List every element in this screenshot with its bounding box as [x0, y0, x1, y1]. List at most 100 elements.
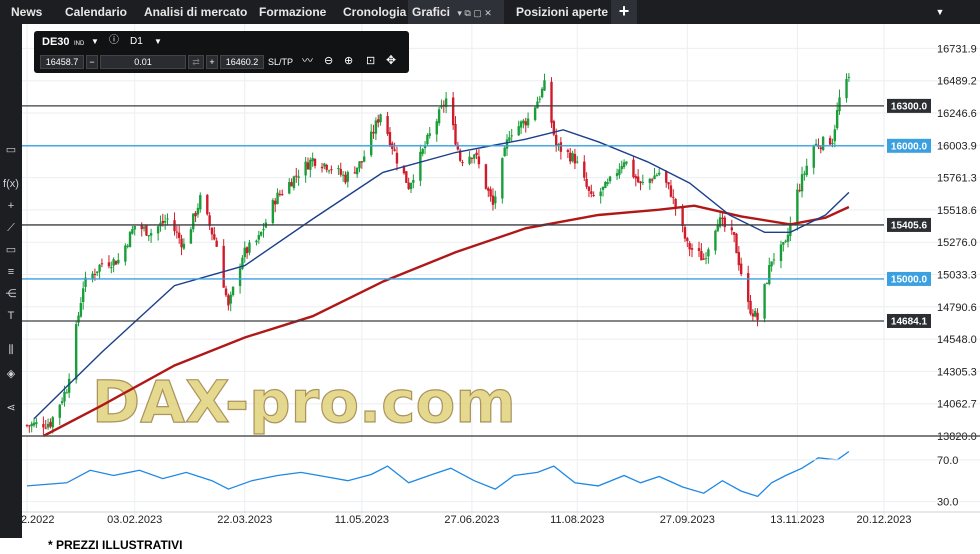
candle-body	[407, 182, 410, 190]
symbol-dropdown-icon[interactable]: ▼	[91, 37, 99, 46]
candle-body	[604, 181, 607, 189]
text-tool-icon[interactable]: T	[7, 310, 15, 322]
tab-calendario[interactable]: Calendario	[65, 5, 128, 19]
tab-cronologia[interactable]: Cronologia	[343, 5, 407, 19]
candle-body	[461, 162, 464, 164]
zoom-in-icon[interactable]: ⊕	[344, 55, 354, 67]
chart-type-icon[interactable]: ▭	[5, 144, 17, 156]
candle-body	[456, 144, 460, 150]
candle-body	[484, 164, 488, 189]
crosshair-tool-label: +	[7, 200, 15, 212]
layers-icon[interactable]: ◈	[6, 368, 16, 380]
tab-formazione[interactable]: Formazione	[259, 5, 327, 19]
candle-body	[554, 135, 558, 146]
window-menu-caret-icon[interactable]: ▼	[935, 7, 945, 17]
candle-body	[42, 424, 45, 428]
candles-settings-icon[interactable]: ⫼	[8, 344, 14, 356]
candle-body	[304, 161, 307, 176]
timeframe-selector[interactable]: D1	[130, 36, 143, 47]
illustrative-prices-footnote: * PREZZI ILLUSTRATIVI	[48, 538, 183, 552]
indicator-function-icon[interactable]: f(x)	[2, 176, 20, 192]
level-label-bg	[887, 217, 931, 232]
candle-body	[828, 138, 832, 145]
swap-icon[interactable]: ⇄	[188, 55, 204, 69]
candle-body	[782, 242, 785, 245]
candle-body	[227, 295, 230, 306]
level-label-text: 15000.0	[891, 274, 928, 285]
tab-grafici[interactable]: Grafici ▾ ⧉ ▢ ✕	[408, 0, 504, 24]
quantity-minus-button[interactable]: −	[86, 55, 98, 69]
share-icon[interactable]: ⋖	[6, 402, 16, 414]
chart-area[interactable]: DAX-pro.com 16300.0 16000.0 15405.6 15000.0 1…	[22, 24, 980, 538]
candle-body	[25, 425, 29, 427]
candle-body	[173, 220, 176, 232]
tab-posizioni-aperte-label: Posizioni aperte	[516, 5, 609, 19]
y-tick-label: 15518.6	[937, 205, 977, 217]
candle-body	[674, 198, 677, 209]
candle-body	[182, 243, 186, 249]
candle-body	[224, 288, 228, 296]
tab-posizioni-aperte[interactable]: Posizioni aperte	[516, 0, 608, 24]
candle-body	[325, 164, 328, 170]
candle-body	[210, 227, 214, 235]
candle-body	[557, 143, 560, 145]
tab-grafici-controls[interactable]: ▾ ⧉ ▢ ✕	[457, 8, 492, 18]
trend-icon[interactable]: 〰	[302, 55, 313, 67]
candle-body	[259, 231, 263, 236]
candle-body	[339, 168, 342, 175]
candle-body	[124, 245, 127, 262]
move-icon[interactable]: ✥	[386, 53, 397, 67]
add-tab-button[interactable]: +	[611, 0, 637, 24]
candle-body	[526, 118, 530, 126]
tab-analisi-di-mercato[interactable]: Analisi di mercato	[144, 5, 248, 19]
line-tool-icon[interactable]: ⟋	[7, 222, 15, 234]
x-tick-label: 13.11.2023	[770, 514, 824, 526]
candle-body	[721, 217, 724, 219]
candle-body	[749, 300, 752, 314]
candle-body	[142, 226, 146, 229]
ask-price[interactable]: 16460.2	[220, 55, 264, 69]
candle-body	[735, 233, 738, 254]
quantity-plus-button[interactable]: +	[206, 55, 218, 69]
candle-body	[559, 142, 563, 152]
crosshair-tool-icon[interactable]: +	[2, 198, 20, 214]
candle-body	[112, 259, 115, 266]
candle-body	[510, 135, 513, 137]
tab-news[interactable]: News	[11, 5, 43, 19]
candle-body	[477, 156, 481, 165]
fibonacci-tool-icon[interactable]: ≡	[7, 266, 15, 278]
price-chart[interactable]: DAX-pro.com 16300.0 16000.0 15405.6 15000.0 1…	[22, 24, 980, 538]
timeframe-dropdown-icon[interactable]: ▼	[154, 37, 162, 46]
candle-body	[421, 149, 424, 154]
candle-body	[821, 136, 825, 150]
candle-body	[147, 235, 150, 237]
info-icon[interactable]: ⓘ	[109, 35, 119, 46]
pitchfork-tool-icon[interactable]: ⋲	[5, 288, 17, 300]
y-tick-label: 14548.0	[937, 334, 977, 346]
candle-body	[665, 170, 668, 183]
rectangle-tool-icon[interactable]: ▭	[5, 244, 17, 256]
candle-body	[501, 158, 504, 199]
candle-body	[395, 152, 399, 164]
candle-body	[93, 274, 97, 276]
bid-price[interactable]: 16458.7	[40, 55, 84, 69]
sltp-button[interactable]: SL/TP	[268, 57, 294, 67]
candle-body	[44, 427, 47, 429]
candle-body	[309, 159, 312, 170]
candle-body	[238, 268, 242, 286]
ticker-symbol[interactable]: DE30	[42, 36, 70, 48]
candle-body	[241, 257, 244, 269]
candle-body	[641, 181, 645, 183]
candle-body	[245, 247, 249, 254]
candle-body	[107, 262, 111, 267]
zoom-out-icon[interactable]: ⊖	[324, 55, 334, 67]
zoom-fit-icon[interactable]: ⊡	[366, 55, 376, 67]
candle-body	[716, 224, 719, 232]
rsi-line	[26, 450, 850, 498]
y-tick-label: 16003.9	[937, 140, 977, 152]
candle-body	[583, 161, 586, 178]
quantity-input[interactable]: 0.01	[100, 55, 186, 69]
candle-body	[405, 171, 408, 183]
indicator-function-label: f(x)	[3, 178, 19, 190]
candle-body	[243, 247, 246, 258]
